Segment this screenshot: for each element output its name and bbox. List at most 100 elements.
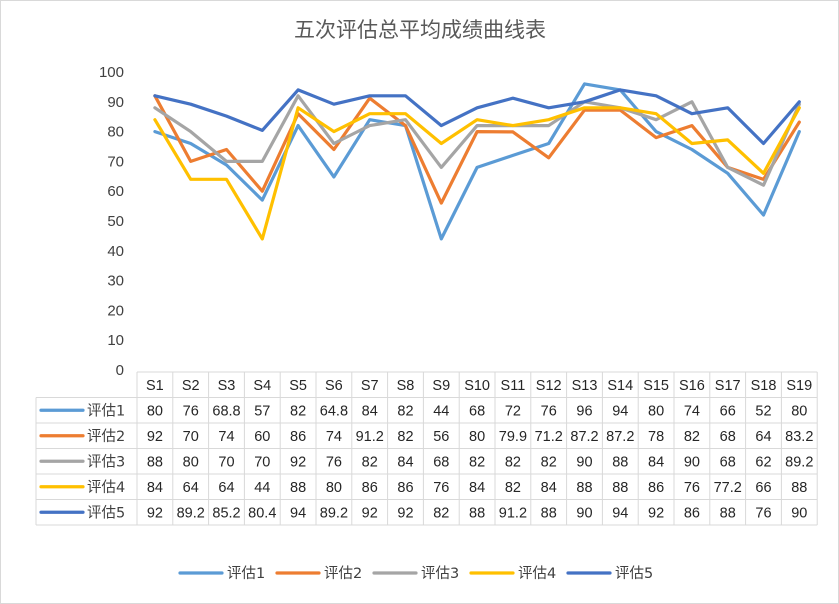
data-label: 94 (612, 403, 628, 419)
data-table: S1 S2 S3 S4 S5 S6 S7 S8 S9 S10 S11 S12 S13 S14 S15 S16 S… (35, 371, 818, 526)
y-tick-label: 60 (107, 183, 124, 200)
data-label: 84 (397, 454, 413, 470)
row-series-label: 评估5 (87, 504, 125, 521)
data-label: 90 (576, 454, 592, 470)
data-label: 76 (433, 480, 449, 496)
data-label: 68 (720, 429, 736, 445)
legend-label-4: 评估4 (518, 565, 556, 582)
row-series-label: 评估3 (87, 453, 125, 470)
data-label: 80 (648, 403, 664, 419)
data-label: 87.2 (570, 429, 598, 445)
data-label: 84 (362, 403, 378, 419)
data-label: 82 (684, 429, 700, 445)
data-label: 87.2 (606, 429, 634, 445)
data-label: 86 (684, 505, 700, 521)
data-label: 76 (183, 403, 199, 419)
legend: 评估1 评估2 评估3 评估4 评估5 (178, 565, 653, 582)
legend-label-1: 评估1 (227, 565, 265, 582)
data-label: 70 (218, 454, 234, 470)
data-label: 79.9 (499, 429, 527, 445)
x-tick-label: S14 (607, 378, 633, 394)
data-label: 92 (362, 505, 378, 521)
x-tick-label: S2 (182, 378, 200, 394)
data-label: 84 (648, 454, 664, 470)
data-label: 86 (397, 480, 413, 496)
data-label: 71.2 (535, 429, 563, 445)
data-label: 85.2 (212, 505, 240, 521)
data-label: 80 (791, 403, 807, 419)
legend-label-3: 评估3 (421, 565, 459, 582)
x-tick-label: S12 (536, 378, 562, 394)
x-tick-label: S11 (501, 378, 526, 394)
data-label: 77.2 (714, 480, 742, 496)
y-tick-label: 20 (107, 302, 124, 319)
data-label: 89.2 (177, 505, 205, 521)
series-line-1 (153, 82, 801, 241)
data-label: 68 (433, 454, 449, 470)
x-tick-label: S1 (146, 378, 164, 394)
data-label: 62 (755, 454, 771, 470)
data-label: 91.2 (356, 429, 384, 445)
data-label: 72 (505, 403, 521, 419)
x-tick-label: S5 (289, 378, 307, 394)
x-tick-label: S18 (751, 378, 777, 394)
data-label: 80.4 (248, 505, 276, 521)
data-label: 82 (469, 454, 485, 470)
data-label: 76 (541, 403, 557, 419)
data-label: 82 (362, 454, 378, 470)
series-line-3 (153, 94, 801, 187)
data-label: 86 (290, 429, 306, 445)
data-label: 92 (147, 429, 163, 445)
data-label: 92 (147, 505, 163, 521)
data-label: 66 (720, 403, 736, 419)
x-tick-label: S4 (253, 378, 271, 394)
x-tick-label: S8 (397, 378, 415, 394)
data-label: 44 (433, 403, 449, 419)
data-label: 74 (684, 403, 700, 419)
data-label: 86 (362, 480, 378, 496)
data-label: 88 (612, 480, 628, 496)
x-tick-label: S19 (786, 378, 812, 394)
y-tick-label: 40 (107, 243, 124, 260)
data-label: 80 (326, 480, 342, 496)
data-label: 64 (183, 480, 199, 496)
series-line-2 (153, 94, 801, 205)
data-label: 92 (290, 454, 306, 470)
x-tick-label: S17 (715, 378, 741, 394)
data-label: 74 (218, 429, 234, 445)
y-tick-label: 0 (116, 362, 124, 379)
x-tick-label: S16 (679, 378, 705, 394)
x-tick-label: S9 (432, 378, 450, 394)
data-label: 70 (254, 454, 270, 470)
data-label: 68 (720, 454, 736, 470)
data-label: 90 (791, 505, 807, 521)
data-label: 52 (755, 403, 771, 419)
data-label: 56 (433, 429, 449, 445)
data-label: 92 (648, 505, 664, 521)
row-series-label: 评估1 (87, 402, 125, 419)
data-label: 91.2 (499, 505, 527, 521)
data-label: 84 (541, 480, 557, 496)
data-label: 86 (648, 480, 664, 496)
data-label: 82 (505, 480, 521, 496)
data-label: 92 (397, 505, 413, 521)
data-label: 88 (720, 505, 736, 521)
y-tick-label: 100 (99, 64, 124, 81)
data-label: 80 (147, 403, 163, 419)
data-label: 90 (576, 505, 592, 521)
data-label: 82 (433, 505, 449, 521)
data-label: 88 (469, 505, 485, 521)
data-label: 78 (648, 429, 664, 445)
data-label: 68 (469, 403, 485, 419)
y-tick-label: 30 (107, 273, 124, 290)
data-label: 76 (755, 505, 771, 521)
row-series-label: 评估4 (87, 479, 125, 496)
y-tick-label: 80 (107, 124, 124, 141)
data-label: 64 (218, 480, 234, 496)
data-label: 44 (254, 480, 270, 496)
data-label: 84 (147, 480, 163, 496)
data-label: 64 (755, 429, 771, 445)
data-label: 83.2 (785, 429, 813, 445)
legend-label-2: 评估2 (324, 565, 362, 582)
